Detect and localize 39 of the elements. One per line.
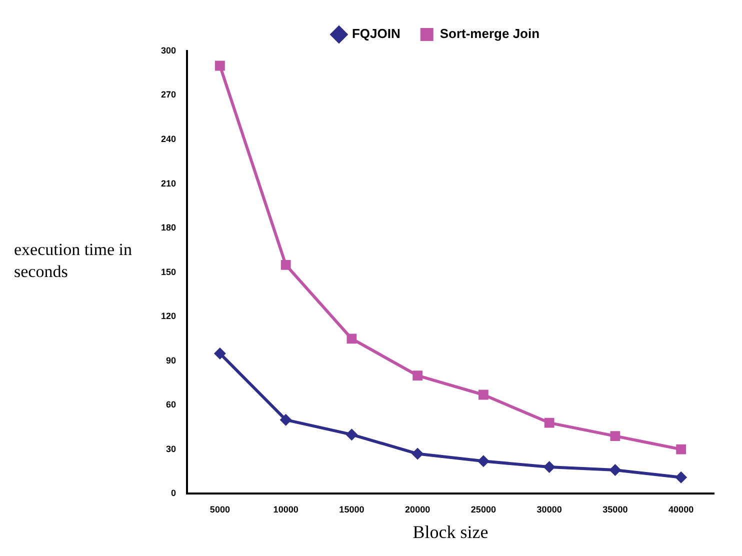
- y-tick-label: 0: [171, 488, 176, 498]
- legend-label: FQJOIN: [352, 26, 400, 42]
- point: [280, 414, 292, 426]
- x-tick-label: 20000: [405, 504, 430, 514]
- point: [412, 448, 424, 460]
- point: [280, 260, 291, 270]
- y-tick-label: 120: [160, 311, 176, 322]
- point: [675, 471, 688, 484]
- x-axis-title: Block size: [412, 522, 488, 542]
- point: [609, 464, 622, 476]
- x-tick-label: 25000: [470, 504, 496, 514]
- y-tick-label: 150: [160, 266, 176, 277]
- point: [346, 334, 357, 344]
- y-tick-label: 240: [160, 134, 176, 144]
- y-tick-label: 60: [166, 400, 176, 410]
- legend-label: Sort-merge Join: [440, 26, 540, 42]
- point: [215, 60, 225, 71]
- y-tick-label: 30: [166, 444, 176, 454]
- y-tick-label: 210: [160, 178, 176, 188]
- y-tick-label: 300: [160, 45, 176, 56]
- x-tick-label: 5000: [210, 504, 230, 514]
- y-tick-label: 180: [160, 222, 176, 233]
- point: [477, 455, 490, 468]
- x-tick-label: 40000: [668, 504, 694, 514]
- point: [610, 431, 620, 442]
- y-axis-title: execution time in seconds: [14, 240, 133, 281]
- x-tick-label: 10000: [273, 504, 298, 514]
- x-tick-label: 30000: [536, 504, 562, 514]
- point: [346, 428, 358, 441]
- y-tick-label: 90: [166, 355, 176, 366]
- point: [214, 347, 226, 360]
- point: [676, 444, 686, 454]
- point: [543, 461, 556, 474]
- point: [478, 390, 488, 400]
- point: [544, 418, 554, 428]
- point: [412, 370, 423, 381]
- x-tick-label: 35000: [602, 504, 628, 514]
- x-tick-label: 15000: [339, 504, 364, 514]
- y-tick-label: 270: [160, 90, 176, 100]
